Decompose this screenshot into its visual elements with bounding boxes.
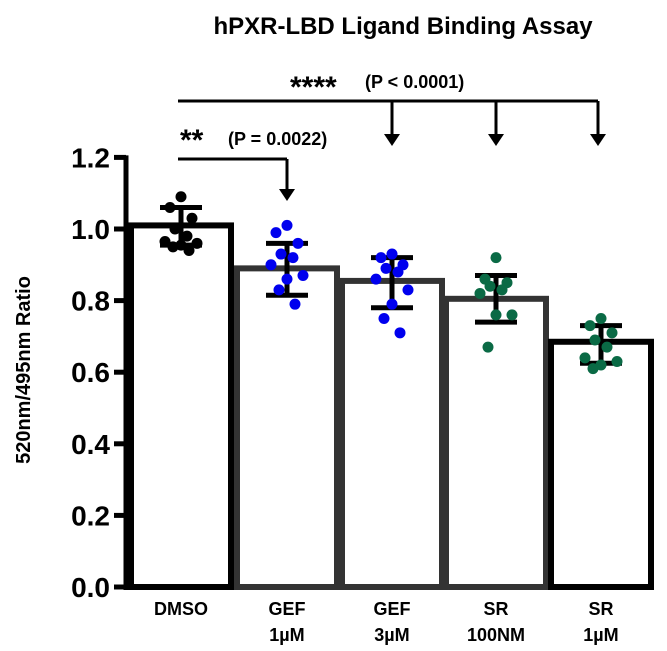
data-point	[386, 298, 398, 310]
bar	[548, 338, 654, 590]
data-point	[370, 273, 382, 285]
data-point	[606, 327, 618, 339]
y-tick-label: 1.0	[71, 214, 110, 245]
data-point	[292, 237, 304, 249]
data-point	[281, 219, 293, 231]
x-tick-label: DMSO	[154, 599, 208, 619]
data-point	[496, 284, 508, 296]
data-point	[386, 248, 398, 260]
chart-title: hPXR-LBD Ligand Binding Assay	[213, 13, 593, 40]
y-tick-label: 0.2	[71, 500, 110, 531]
data-point	[378, 313, 390, 324]
x-tick-label: GEF	[373, 599, 410, 619]
data-point	[587, 363, 599, 375]
data-point	[273, 284, 285, 296]
data-point	[595, 313, 607, 324]
data-point	[506, 309, 518, 321]
x-tick-label: 100NM	[467, 625, 525, 645]
significance-stars: **	[180, 124, 204, 157]
bar	[443, 295, 549, 590]
p-value-label: (P < 0.0001)	[365, 72, 464, 92]
data-point	[611, 355, 623, 367]
data-point	[281, 273, 293, 285]
y-axis-label: 520nm/495nm Ratio	[13, 276, 35, 464]
data-point	[270, 227, 282, 239]
bar	[234, 265, 340, 590]
data-point	[183, 244, 195, 256]
data-point	[287, 252, 299, 264]
data-point	[186, 212, 198, 224]
data-point	[402, 284, 414, 296]
data-point	[474, 287, 486, 299]
data-point	[601, 341, 613, 353]
data-point	[164, 202, 176, 214]
data-point	[289, 298, 301, 310]
data-point	[297, 270, 309, 282]
significance-annotations: ** (P = 0.0022) **** (P < 0.0001)	[178, 71, 606, 201]
data-point	[167, 241, 179, 253]
x-tick-label: SR	[588, 599, 613, 619]
data-point	[589, 334, 601, 346]
x-tick-label: 3µM	[374, 625, 409, 645]
data-point	[181, 230, 193, 242]
bar	[339, 277, 445, 590]
data-point	[392, 266, 404, 278]
x-tick-label: GEF	[268, 599, 305, 619]
data-point	[394, 327, 406, 339]
x-axis-labels: DMSO GEF 1µM GEF 3µM SR 100NM SR 1µM	[154, 599, 619, 645]
data-point	[265, 259, 277, 271]
y-tick-label: 0.6	[71, 357, 110, 388]
data-points	[159, 191, 623, 375]
x-tick-label: 1µM	[269, 625, 304, 645]
data-point	[482, 341, 494, 353]
data-point	[490, 252, 502, 264]
data-point	[191, 237, 203, 249]
data-point	[159, 236, 171, 248]
y-tick-label: 1.2	[71, 142, 110, 173]
significance-stars: ****	[290, 71, 337, 104]
data-point	[484, 280, 496, 292]
data-point	[380, 262, 392, 274]
data-point	[579, 352, 591, 364]
p-value-label: (P = 0.0022)	[228, 129, 327, 149]
y-tick-label: 0.4	[71, 429, 110, 460]
data-point	[584, 320, 596, 332]
x-tick-label: SR	[483, 599, 508, 619]
data-point	[175, 191, 187, 203]
x-tick-label: 1µM	[583, 625, 618, 645]
data-point	[169, 223, 181, 235]
y-tick-label: 0.8	[71, 286, 110, 317]
bar	[128, 222, 234, 590]
data-point	[490, 309, 502, 321]
data-point	[375, 252, 387, 264]
data-point	[275, 248, 287, 260]
y-tick-label: 0.0	[71, 572, 110, 603]
